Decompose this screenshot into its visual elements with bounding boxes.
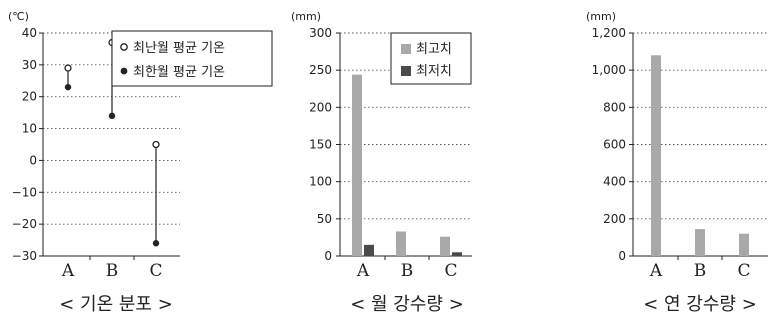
y-tick-label: 0 — [29, 153, 37, 167]
y-tick-label: 10 — [22, 122, 37, 136]
warmest-point — [152, 140, 160, 149]
temp-legend-box — [111, 30, 273, 87]
temp-unit-label: (℃) — [8, 10, 29, 23]
y-tick-label: −10 — [12, 185, 37, 199]
y-tick-label: 150 — [309, 138, 332, 152]
bar — [452, 252, 462, 256]
bar — [352, 74, 362, 256]
y-tick-label: −20 — [12, 217, 37, 231]
bar — [739, 233, 749, 256]
x-category-label: C — [444, 261, 457, 281]
coldest-point — [108, 112, 116, 120]
temp-legend-warmest: 최난월 평균 기온 — [133, 41, 225, 56]
monthly-y-ticks: 300 250 200 150 100 50 0 — [309, 26, 340, 263]
y-tick-label: 800 — [603, 100, 626, 114]
bar — [440, 236, 450, 256]
bar — [651, 55, 661, 256]
y-tick-label: 100 — [309, 175, 332, 189]
annual-caption: < 연 강수량 > — [643, 294, 757, 315]
temp-caption: < 기온 분포 > — [59, 294, 173, 315]
y-tick-label: 0 — [324, 249, 332, 263]
y-tick-label: 1,200 — [592, 26, 626, 40]
annual-bars — [651, 55, 749, 256]
annual-y-ticks: 1,200 1,000 800 600 400 200 0 — [592, 26, 633, 263]
y-tick-label: 250 — [309, 63, 332, 77]
annual-unit-label: (mm) — [586, 10, 616, 23]
y-tick-label: 40 — [22, 26, 37, 40]
annual-x-ticks: A B C — [649, 256, 751, 281]
temp-legend-coldest: 최한월 평균 기온 — [133, 65, 225, 80]
x-category-label: A — [649, 261, 663, 281]
monthly-legend-min: 최저치 — [416, 64, 452, 79]
warmest-point — [64, 64, 72, 72]
temp-x-ticks: A B C — [61, 256, 163, 281]
x-category-label: A — [356, 261, 370, 281]
annual-grid — [633, 32, 768, 220]
y-tick-label: 200 — [309, 100, 332, 114]
bar — [364, 244, 374, 256]
y-tick-label: 200 — [603, 212, 626, 226]
x-category-label: A — [61, 261, 75, 281]
legend-filled-circle-icon — [120, 67, 128, 75]
x-category-label: C — [737, 261, 750, 281]
x-category-label: C — [149, 261, 162, 281]
monthly-bars — [352, 74, 462, 256]
y-tick-label: 400 — [603, 175, 626, 189]
bar — [396, 231, 406, 256]
x-category-label: B — [401, 261, 414, 281]
x-category-label: B — [694, 261, 707, 281]
monthly-x-ticks: A B C — [356, 256, 458, 281]
y-tick-label: −30 — [12, 249, 37, 263]
bar — [695, 229, 705, 256]
y-tick-label: 0 — [618, 249, 626, 263]
legend-min-swatch — [401, 66, 411, 76]
y-tick-label: 1,000 — [592, 63, 626, 77]
y-tick-label: 50 — [317, 212, 332, 226]
monthly-legend-max: 최고치 — [416, 42, 452, 57]
coldest-point — [152, 240, 160, 247]
temp-y-ticks: 40 30 20 10 0 −10 −20 −30 — [12, 26, 43, 263]
y-tick-label: 30 — [22, 58, 37, 72]
monthly-legend: 최고치 최저치 — [390, 32, 472, 85]
monthly-precip-chart: (mm) 300 250 200 150 100 50 0 A B C 최고치 최저치 < 월 … — [291, 10, 472, 315]
legend-open-circle-icon — [120, 43, 128, 51]
annual-precip-chart: (mm) 1,200 1,000 800 600 400 200 0 A B C < 연 강수량… — [586, 10, 768, 315]
y-tick-label: 20 — [22, 90, 37, 104]
temperature-chart: (℃) 40 30 20 10 0 −10 −20 −30 A B C 최난월 평균 기온 최한월… — [8, 10, 273, 315]
coldest-point — [64, 83, 72, 91]
legend-max-swatch — [401, 44, 411, 54]
monthly-unit-label: (mm) — [291, 10, 321, 23]
monthly-caption: < 월 강수량 > — [350, 294, 464, 315]
x-category-label: B — [106, 261, 119, 281]
y-tick-label: 600 — [603, 138, 626, 152]
temp-legend: 최난월 평균 기온 최한월 평균 기온 — [111, 30, 273, 87]
y-tick-label: 300 — [309, 26, 332, 40]
